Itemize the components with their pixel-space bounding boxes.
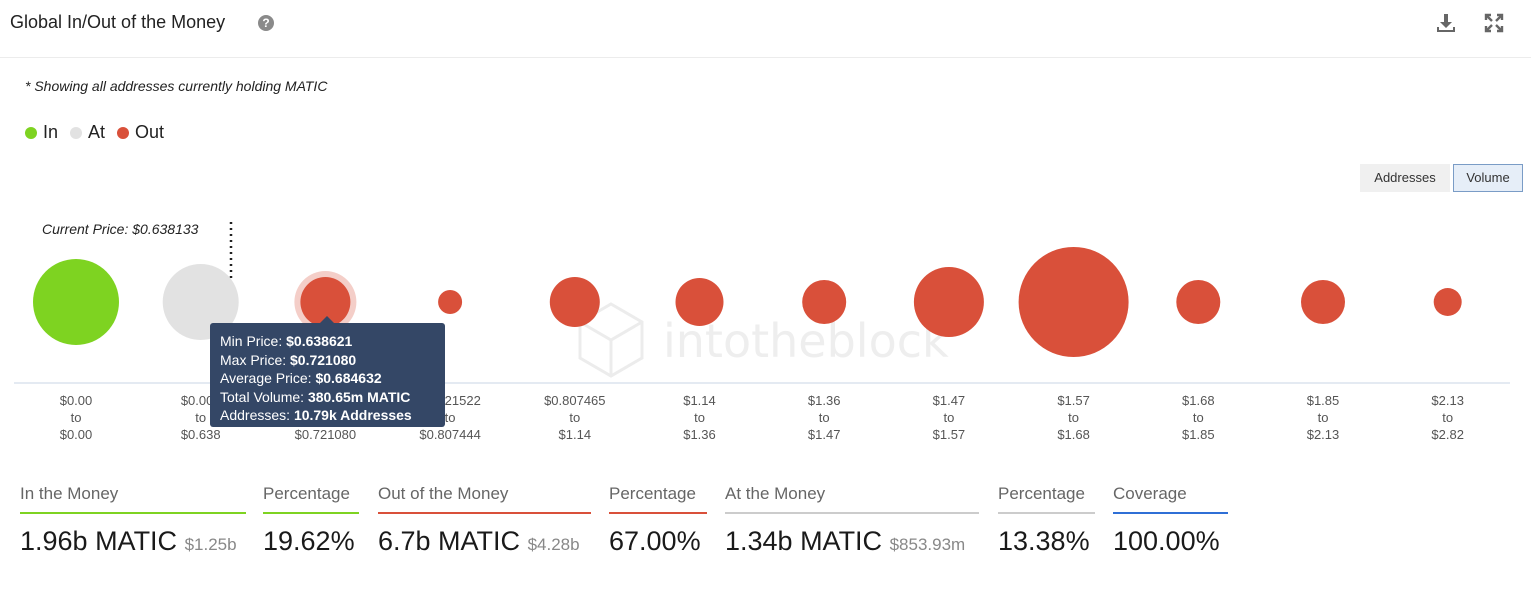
legend-item-in[interactable]: In xyxy=(25,122,58,143)
stat-at-label: At the Money xyxy=(725,484,979,514)
x-label-7-low: $1.47 xyxy=(933,393,966,408)
bubble-out-10[interactable] xyxy=(1301,280,1345,324)
stat-in-label: In the Money xyxy=(20,484,246,514)
stat-out-of-the-money: Out of the Money 6.7b MATIC $4.28b xyxy=(378,484,591,557)
stat-coverage-value: 100.00% xyxy=(1113,526,1220,556)
legend-dot-in xyxy=(25,126,37,139)
legend-dot-out xyxy=(117,126,130,139)
stat-out-label: Out of the Money xyxy=(378,484,591,514)
question-icon[interactable]: ? xyxy=(258,15,274,31)
x-label-0-low: $0.00 xyxy=(60,393,93,408)
x-label-7-to: to xyxy=(943,410,954,425)
x-label-0-to: to xyxy=(71,410,82,425)
x-label-5-high: $1.36 xyxy=(683,427,716,442)
stat-at-pct-value: 13.38% xyxy=(998,526,1090,556)
addresses-toggle-button[interactable]: Addresses xyxy=(1360,164,1450,192)
x-label-6-low: $1.36 xyxy=(808,393,841,408)
x-label-10-to: to xyxy=(1318,410,1329,425)
bubble-out-5[interactable] xyxy=(675,278,724,326)
summary-stats: In the Money 1.96b MATIC $1.25b Percenta… xyxy=(0,484,1536,574)
bubble-at-1[interactable] xyxy=(162,264,239,340)
stat-at-the-money: At the Money 1.34b MATIC $853.93m xyxy=(725,484,979,557)
x-label-1-high: $0.638 xyxy=(181,427,221,442)
stat-out-value: 6.7b MATIC $4.28b xyxy=(378,526,580,556)
stat-at-pct-label: Percentage xyxy=(998,484,1095,514)
tooltip-average-price: Average Price: $0.684632 xyxy=(220,370,382,387)
x-label-2-high: $0.721080 xyxy=(295,427,356,442)
legend-label-in: In xyxy=(43,122,59,142)
x-label-6-high: $1.47 xyxy=(808,427,841,442)
bubble-out-2[interactable] xyxy=(300,277,351,327)
x-label-4-high: $1.14 xyxy=(559,427,592,442)
download-icon[interactable] xyxy=(1435,12,1457,34)
stat-out-pct-label: Percentage xyxy=(609,484,707,514)
stat-at-usd: $853.93m xyxy=(889,535,966,554)
stat-at-percentage: Percentage 13.38% xyxy=(998,484,1095,557)
stat-in-the-money: In the Money 1.96b MATIC $1.25b xyxy=(20,484,246,557)
x-label-11-to: to xyxy=(1442,410,1453,425)
x-label-5-low: $1.14 xyxy=(683,393,716,408)
legend-label-out: Out xyxy=(135,122,165,142)
chart-legend: In At Out xyxy=(25,122,176,143)
stat-at-value: 1.34b MATIC $853.93m xyxy=(725,526,966,556)
tooltip-min-price: Min Price: $0.638621 xyxy=(220,333,353,349)
tooltip-addresses: Addresses: 10.79k Addresses xyxy=(220,407,412,424)
cluster-tooltip: Min Price: $0.638621 Max Price: $0.72108… xyxy=(210,323,445,427)
watermark: intotheblock xyxy=(578,302,949,378)
x-label-10-low: $1.85 xyxy=(1307,393,1340,408)
stat-out-pct-value: 67.00% xyxy=(609,526,701,556)
x-label-11-high: $2.82 xyxy=(1431,427,1464,442)
stat-coverage-label: Coverage xyxy=(1113,484,1228,514)
x-label-8-to: to xyxy=(1068,410,1079,425)
volume-toggle-button[interactable]: Volume xyxy=(1453,164,1523,192)
x-label-9-high: $1.85 xyxy=(1182,427,1215,442)
fullscreen-icon[interactable] xyxy=(1483,12,1505,34)
x-label-11-low: $2.13 xyxy=(1431,393,1464,408)
x-label-4-to: to xyxy=(569,410,580,425)
stat-in-pct-label: Percentage xyxy=(263,484,359,514)
holding-note: * Showing all addresses currently holdin… xyxy=(25,78,328,94)
stat-out-percentage: Percentage 67.00% xyxy=(609,484,707,557)
stat-out-usd: $4.28b xyxy=(527,535,580,554)
legend-item-out[interactable]: Out xyxy=(117,122,164,143)
bubble-out-11[interactable] xyxy=(1433,288,1462,316)
x-label-10-high: $2.13 xyxy=(1307,427,1340,442)
stat-in-value: 1.96b MATIC $1.25b xyxy=(20,526,237,556)
legend-item-at[interactable]: At xyxy=(70,122,105,143)
bubble-in-0[interactable] xyxy=(33,259,119,345)
current-price-label: Current Price: $0.638133 xyxy=(42,221,199,237)
chart-header: Global In/Out of the Money ? xyxy=(0,0,1531,58)
x-label-4-low: $0.807465 xyxy=(544,393,605,408)
bubble-out-7[interactable] xyxy=(913,267,984,337)
x-label-5-to: to xyxy=(694,410,705,425)
x-label-7-high: $1.57 xyxy=(933,427,966,442)
x-label-8-low: $1.57 xyxy=(1057,393,1090,408)
x-label-3-high: $0.807444 xyxy=(419,427,480,442)
bubble-out-6[interactable] xyxy=(802,280,847,324)
stat-in-percentage: Percentage 19.62% xyxy=(263,484,359,557)
tooltip-total-volume: Total Volume: 380.65m MATIC xyxy=(220,388,411,405)
x-label-8-high: $1.68 xyxy=(1057,427,1090,442)
x-label-9-low: $1.68 xyxy=(1182,393,1215,408)
x-label-9-to: to xyxy=(1193,410,1204,425)
x-label-0-high: $0.00 xyxy=(60,427,93,442)
x-label-1-to: to xyxy=(195,410,206,425)
x-label-6-to: to xyxy=(819,410,830,425)
stat-coverage: Coverage 100.00% xyxy=(1113,484,1228,557)
chart-title: Global In/Out of the Money xyxy=(10,12,226,32)
bubble-out-4[interactable] xyxy=(549,277,600,327)
bubble-out-9[interactable] xyxy=(1176,280,1221,324)
x-label-3-to: to xyxy=(445,410,456,425)
bubbles-group xyxy=(33,247,1462,357)
bubble-out-8[interactable] xyxy=(1018,247,1129,357)
legend-label-at: At xyxy=(88,122,106,142)
stat-in-usd: $1.25b xyxy=(184,535,237,554)
legend-dot-at xyxy=(70,126,83,139)
stat-in-pct-value: 19.62% xyxy=(263,526,355,556)
bubble-out-3[interactable] xyxy=(438,290,463,314)
tooltip-arrow xyxy=(320,316,334,323)
tooltip-max-price: Max Price: $0.721080 xyxy=(220,351,357,368)
